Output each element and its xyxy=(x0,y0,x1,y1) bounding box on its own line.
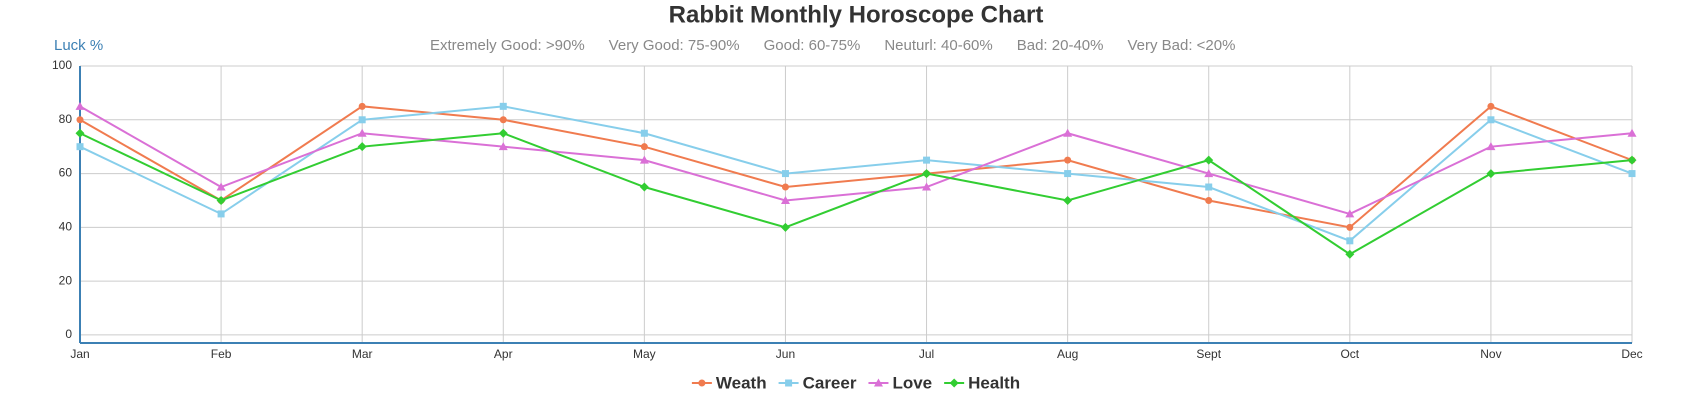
point xyxy=(217,210,225,218)
point xyxy=(1346,237,1354,245)
x-tick-label: Feb xyxy=(211,347,232,361)
point xyxy=(1064,156,1072,164)
rating-note: Neuturl: 40-60% xyxy=(884,37,992,54)
x-tick-label: Jun xyxy=(776,347,795,361)
point xyxy=(1345,209,1355,218)
point xyxy=(216,195,226,205)
point xyxy=(498,142,508,151)
point xyxy=(358,116,366,124)
point xyxy=(1345,249,1355,259)
point xyxy=(873,378,883,387)
x-tick-label: Mar xyxy=(352,347,373,361)
point xyxy=(1205,183,1213,191)
y-axis-label: Luck % xyxy=(54,37,103,54)
legend-label: Weath xyxy=(716,373,767,392)
point xyxy=(216,182,226,191)
series-line xyxy=(79,105,1633,229)
point xyxy=(1064,170,1072,178)
point xyxy=(1487,116,1495,124)
point xyxy=(780,195,790,204)
point xyxy=(1204,155,1214,165)
x-tick-label: Apr xyxy=(494,347,513,361)
point xyxy=(75,128,85,138)
y-tick-label: 100 xyxy=(52,58,72,72)
point xyxy=(1627,128,1637,137)
x-tick-label: Dec xyxy=(1621,347,1642,361)
rating-note: Extremely Good: >90% xyxy=(430,37,585,54)
point xyxy=(357,142,367,152)
x-tick-label: Oct xyxy=(1340,347,1359,361)
legend-item: Health xyxy=(944,373,1020,392)
point xyxy=(639,182,649,192)
legend-label: Career xyxy=(803,373,857,392)
point xyxy=(922,182,932,191)
point xyxy=(922,169,932,179)
point xyxy=(780,222,790,232)
point xyxy=(1063,128,1073,137)
point xyxy=(1063,195,1073,205)
x-tick-label: May xyxy=(633,347,656,361)
point xyxy=(1627,155,1637,165)
rating-note: Bad: 20-40% xyxy=(1017,37,1104,54)
legend: Weath Career Love Health xyxy=(691,373,1020,392)
legend-item: Career xyxy=(778,373,857,392)
point xyxy=(949,378,959,388)
point xyxy=(1486,169,1496,179)
legend-item: Weath xyxy=(691,373,767,392)
legend-item: Love xyxy=(868,373,932,392)
point xyxy=(1487,102,1495,110)
point xyxy=(1486,142,1496,151)
x-tick-label: Nov xyxy=(1480,347,1501,361)
legend-label: Health xyxy=(968,373,1020,392)
rating-note: Good: 60-75% xyxy=(764,37,861,54)
y-tick-label: 80 xyxy=(59,112,73,126)
x-tick-label: Jul xyxy=(919,347,934,361)
point xyxy=(76,116,84,124)
point xyxy=(358,102,366,110)
x-tick-label: Jan xyxy=(70,347,89,361)
point xyxy=(1628,170,1636,178)
point xyxy=(640,143,648,151)
point xyxy=(357,128,367,137)
point xyxy=(1205,196,1213,204)
point xyxy=(923,156,931,164)
point xyxy=(75,101,85,110)
point xyxy=(1346,223,1354,231)
point xyxy=(781,170,789,178)
point xyxy=(781,183,789,191)
point xyxy=(785,379,793,387)
point xyxy=(698,379,706,387)
point xyxy=(76,143,84,151)
point xyxy=(499,102,507,110)
point xyxy=(639,155,649,164)
series-line xyxy=(79,105,1633,215)
point xyxy=(499,116,507,124)
point xyxy=(640,129,648,137)
point xyxy=(1204,169,1214,178)
point xyxy=(498,128,508,138)
chart-title: Rabbit Monthly Horoscope Chart xyxy=(669,1,1044,28)
x-tick-label: Sept xyxy=(1196,347,1221,361)
series-line xyxy=(79,132,1633,256)
y-tick-label: 20 xyxy=(59,273,73,287)
x-tick-label: Aug xyxy=(1057,347,1078,361)
y-tick-label: 0 xyxy=(65,327,72,341)
y-tick-label: 40 xyxy=(59,220,73,234)
rating-note: Very Good: 75-90% xyxy=(609,37,740,54)
legend-label: Love xyxy=(892,373,932,392)
y-tick-label: 60 xyxy=(59,166,73,180)
rating-note: Very Bad: <20% xyxy=(1127,37,1235,54)
series-line xyxy=(79,105,1633,242)
